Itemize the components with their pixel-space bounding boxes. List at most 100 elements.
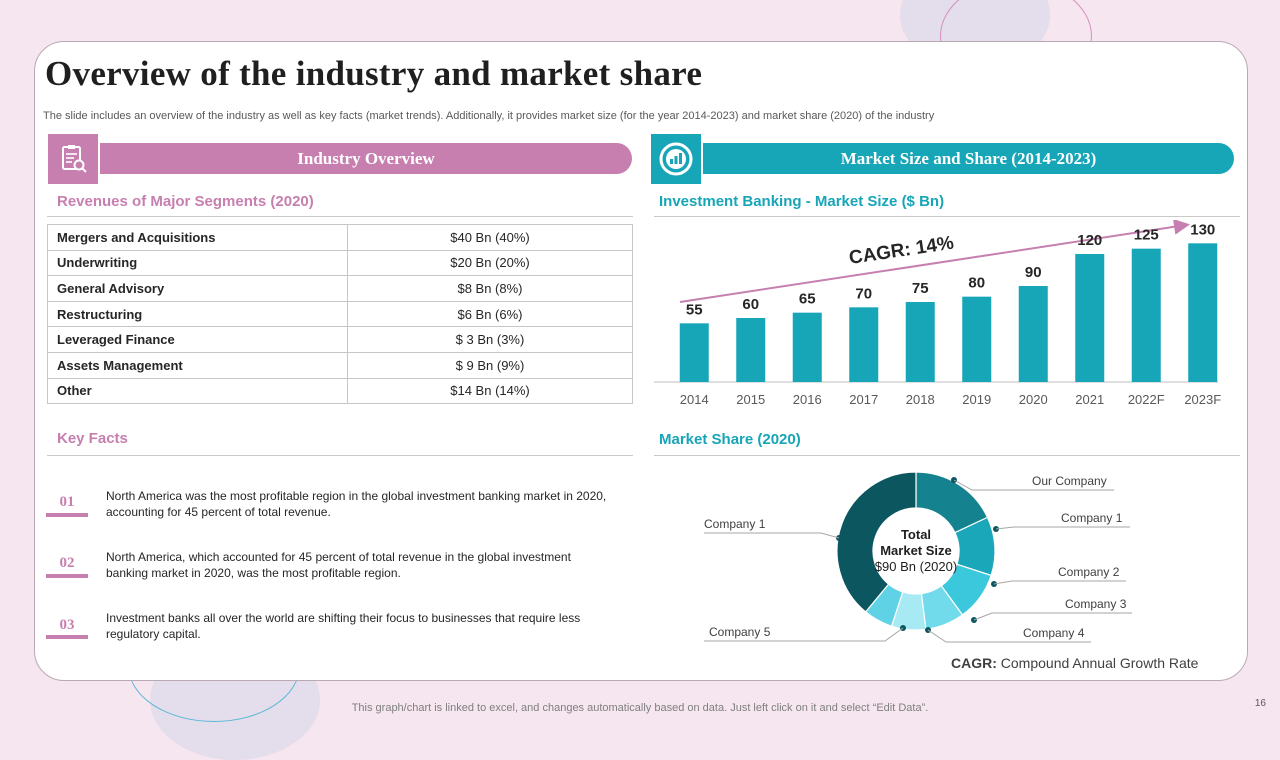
donut-center-label: Market Size <box>880 543 952 558</box>
pie-slice[interactable] <box>836 471 917 613</box>
bar-value-label: 80 <box>968 275 985 292</box>
table-row: Restructuring $6 Bn (6%) <box>47 300 633 328</box>
x-tick-label: 2019 <box>962 392 991 407</box>
bar[interactable] <box>679 323 709 382</box>
segment-name: Underwriting <box>47 249 348 277</box>
market-size-bar-chart[interactable]: CAGR: 14%5520146020156520167020177520188… <box>654 220 1240 420</box>
industry-overview-header: Industry Overview <box>100 143 632 174</box>
segment-value: $8 Bn (8%) <box>347 275 633 302</box>
x-tick-label: 2021 <box>1075 392 1104 407</box>
bar-value-label: 70 <box>855 285 872 302</box>
bar[interactable] <box>736 318 766 382</box>
donut-center-label: Total <box>901 527 931 542</box>
slice-label: Company 4 <box>1023 626 1085 640</box>
slice-label: Company 5 <box>709 625 771 639</box>
cagr-label: CAGR: <box>951 655 997 671</box>
slice-label: Company 3 <box>1065 597 1127 611</box>
bar[interactable] <box>1131 248 1161 382</box>
donut-center-label: $90 Bn (2020) <box>875 559 957 574</box>
market-share-donut-chart[interactable]: Our Company Company 1 Company 2 Company 3 Co… <box>654 460 1240 650</box>
segment-value: $6 Bn (6%) <box>347 300 633 328</box>
bar[interactable] <box>1188 243 1218 382</box>
slice-label: Our Company <box>1032 474 1107 488</box>
page-title: Overview of the industry and market shar… <box>45 54 703 93</box>
x-tick-label: 2015 <box>736 392 765 407</box>
revenues-divider <box>47 216 633 217</box>
bar-value-label: 60 <box>742 296 759 313</box>
segment-name: Other <box>47 377 348 405</box>
table-row: General Advisory $8 Bn (8%) <box>47 275 633 302</box>
x-tick-label: 2020 <box>1019 392 1048 407</box>
segment-value: $14 Bn (14%) <box>347 377 633 405</box>
key-facts-divider <box>47 455 633 456</box>
bar-value-label: 65 <box>799 291 816 308</box>
chart-circle-icon <box>651 134 701 184</box>
bar-value-label: 125 <box>1134 227 1159 244</box>
revenues-table: Mergers and Acquisitions $40 Bn (40%) Unde… <box>47 224 633 405</box>
market-share-divider <box>654 455 1240 456</box>
fact-text: North America was the most profitable re… <box>106 489 607 519</box>
segment-name: General Advisory <box>47 275 348 302</box>
x-tick-label: 2014 <box>680 392 709 407</box>
segment-name: Leveraged Finance <box>47 326 348 353</box>
fact-bar <box>46 513 88 517</box>
segment-value: $20 Bn (20%) <box>347 249 633 277</box>
revenues-title: Revenues of Major Segments (2020) <box>57 193 314 210</box>
cagr-text: Compound Annual Growth Rate <box>996 655 1199 671</box>
bar-value-label: 90 <box>1025 264 1042 281</box>
bar[interactable] <box>792 312 822 382</box>
leader-line <box>927 629 1091 643</box>
market-size-title: Investment Banking - Market Size ($ Bn) <box>659 193 945 210</box>
x-tick-label: 2018 <box>906 392 935 407</box>
leader-line <box>953 479 1114 491</box>
market-size-header: Market Size and Share (2014-2023) <box>703 143 1234 174</box>
page-number: 16 <box>1254 698 1266 709</box>
bar[interactable] <box>962 296 992 382</box>
slice-label: Company 1 <box>1061 511 1123 525</box>
segment-value: $ 3 Bn (3%) <box>347 326 633 353</box>
cagr-arrow <box>679 220 1190 303</box>
x-tick-label: 2016 <box>793 392 822 407</box>
leader-line <box>704 627 904 642</box>
fact-text: North America, which accounted for 45 pe… <box>106 550 571 580</box>
table-row: Other $14 Bn (14%) <box>47 377 633 405</box>
fact-number: 03 <box>59 617 75 633</box>
fact-number: 02 <box>59 555 75 571</box>
x-tick-label: 2023F <box>1184 392 1221 407</box>
bar[interactable] <box>1018 286 1048 382</box>
x-tick-label: 2022F <box>1128 392 1165 407</box>
fact-number: 01 <box>59 494 75 510</box>
bar[interactable] <box>849 307 879 382</box>
clipboard-search-icon <box>48 134 98 184</box>
bar-value-label: 75 <box>912 280 929 297</box>
clipboard-search-icon-svg <box>62 145 87 173</box>
table-row: Underwriting $20 Bn (20%) <box>47 249 633 277</box>
bar-value-label: 55 <box>686 301 703 318</box>
fact-bar <box>46 635 88 639</box>
slice-label: Company 2 <box>1058 565 1120 579</box>
leader-line <box>704 532 840 539</box>
leader-line <box>995 526 1130 530</box>
fact-bar <box>46 574 88 578</box>
chart-circle-icon-svg <box>659 142 693 176</box>
fact-text: Investment banks all over the world are … <box>106 611 581 641</box>
bar[interactable] <box>905 302 935 382</box>
x-tick-label: 2017 <box>849 392 878 407</box>
page-subtitle: The slide includes an overview of the in… <box>43 110 935 122</box>
table-row: Mergers and Acquisitions $40 Bn (40%) <box>47 224 633 251</box>
market-size-divider <box>654 216 1240 217</box>
cagr-definition: CAGR: Compound Annual Growth Rate <box>951 655 1198 671</box>
leader-line <box>973 612 1132 621</box>
footer-note: This graph/chart is linked to excel, and… <box>351 702 929 714</box>
leader-line <box>993 580 1126 585</box>
slice-label: Company 1 <box>704 517 766 531</box>
bar-value-label: 120 <box>1077 232 1102 249</box>
segment-name: Restructuring <box>47 300 348 328</box>
segment-name: Mergers and Acquisitions <box>47 224 348 251</box>
segment-value: $ 9 Bn (9%) <box>347 351 633 379</box>
market-share-title: Market Share (2020) <box>659 431 801 448</box>
key-facts-title: Key Facts <box>57 430 128 447</box>
donut-center <box>874 509 958 593</box>
table-row: Assets Management $ 9 Bn (9%) <box>47 351 633 379</box>
bar[interactable] <box>1075 254 1105 382</box>
